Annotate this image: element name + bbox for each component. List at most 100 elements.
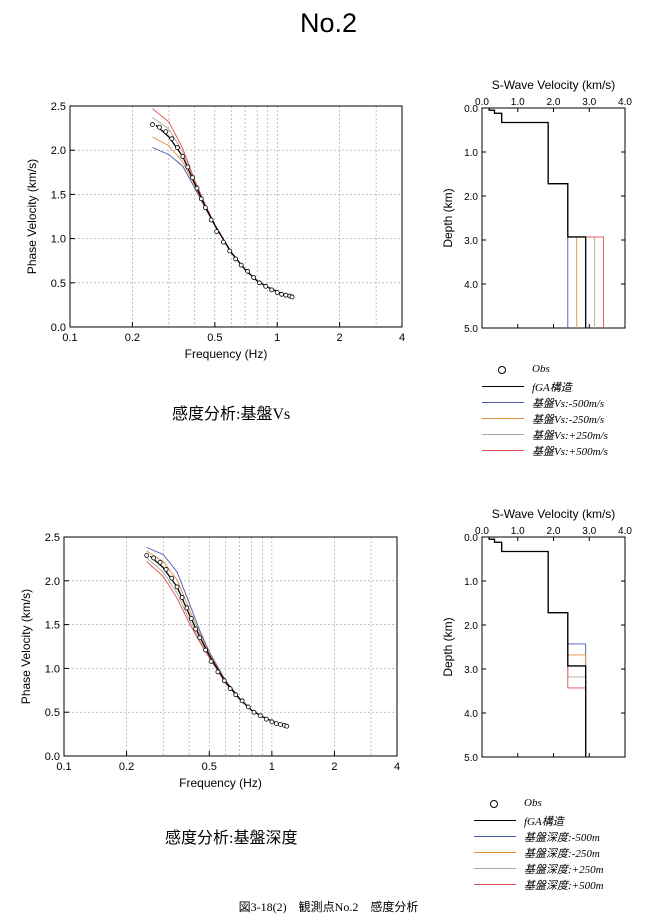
obs-point bbox=[202, 205, 208, 211]
x-tick-label: 0.5 bbox=[202, 761, 217, 773]
obs-point bbox=[190, 175, 195, 181]
obs-point bbox=[150, 122, 155, 127]
y-tick-label: 1.0 bbox=[51, 234, 66, 246]
obs-point bbox=[274, 290, 280, 295]
obs-point bbox=[193, 626, 199, 632]
obs-point bbox=[269, 287, 275, 293]
obs-point bbox=[169, 575, 175, 581]
chart-title: S-Wave Velocity (km/s) bbox=[492, 507, 616, 521]
y-tick-label: 4.0 bbox=[464, 280, 478, 291]
obs-point bbox=[188, 616, 194, 621]
plot-frame bbox=[481, 536, 626, 758]
page-title: No.2 bbox=[299, 8, 358, 38]
obs-point bbox=[157, 560, 163, 565]
obs-point bbox=[174, 584, 180, 590]
y-tick-label: 0.0 bbox=[45, 751, 60, 763]
chart-title: S-Wave Velocity (km/s) bbox=[492, 78, 616, 92]
obs-point bbox=[238, 262, 244, 268]
figure-caption: 図3-18(2) 観測点No.2 感度分析 bbox=[238, 900, 419, 914]
obs-point bbox=[289, 294, 295, 300]
y-tick-label: 0.0 bbox=[464, 104, 478, 115]
y-tick-label: 2.0 bbox=[464, 192, 478, 203]
obs-point bbox=[208, 658, 214, 664]
x-tick-label: 0.2 bbox=[119, 761, 134, 773]
x-tick-label: 4 bbox=[399, 332, 405, 344]
y-tick-label: 2.5 bbox=[45, 532, 60, 544]
y-tick-label: 2.5 bbox=[51, 101, 66, 113]
y-axis-label: Phase Velocity (km/s) bbox=[19, 589, 33, 704]
obs-point bbox=[203, 647, 209, 653]
obs-point bbox=[233, 256, 239, 262]
y-axis-label: Depth (km) bbox=[441, 188, 455, 247]
obs-marker-icon bbox=[490, 800, 498, 808]
obs-point bbox=[180, 153, 186, 159]
obs-point bbox=[233, 692, 239, 698]
profile-line bbox=[488, 537, 587, 757]
obs-point bbox=[179, 595, 185, 600]
profile-line bbox=[488, 537, 587, 757]
plot-frame bbox=[69, 105, 403, 328]
obs-point bbox=[151, 555, 157, 561]
y-tick-label: 5.0 bbox=[464, 324, 478, 335]
obs-point bbox=[245, 268, 251, 274]
obs-point bbox=[284, 723, 290, 729]
obs-point bbox=[208, 217, 214, 223]
profile-line bbox=[488, 537, 587, 757]
x-tick-label: 0.1 bbox=[62, 332, 77, 344]
x-tick-label: 4 bbox=[394, 761, 400, 773]
y-tick-label: 1.0 bbox=[45, 663, 60, 675]
obs-point bbox=[197, 635, 203, 641]
profile-line bbox=[488, 537, 587, 757]
obs-point bbox=[194, 185, 200, 191]
obs-point bbox=[144, 552, 150, 558]
x-tick-label: 1.0 bbox=[511, 526, 525, 537]
panel-2-subtitle: 感度分析:基盤深度 bbox=[165, 830, 298, 847]
obs-point bbox=[163, 129, 169, 135]
y-tick-label: 2.0 bbox=[51, 145, 66, 157]
obs-point bbox=[245, 704, 251, 710]
x-tick-label: 2.0 bbox=[547, 526, 561, 537]
y-tick-label: 1.0 bbox=[464, 148, 478, 159]
obs-point bbox=[256, 280, 262, 286]
obs-point bbox=[214, 229, 220, 234]
x-tick-label: 4.0 bbox=[618, 526, 632, 537]
obs-point bbox=[227, 248, 233, 254]
x-tick-label: 2.0 bbox=[547, 97, 561, 108]
obs-point bbox=[221, 239, 226, 245]
obs-point bbox=[263, 716, 269, 722]
x-tick-label: 3.0 bbox=[582, 526, 596, 537]
obs-marker-icon bbox=[498, 366, 506, 374]
x-axis-label: Frequency (Hz) bbox=[179, 776, 262, 790]
x-tick-label: 0.1 bbox=[56, 761, 71, 773]
obs-point bbox=[269, 719, 275, 725]
y-tick-label: 1.5 bbox=[51, 189, 66, 201]
obs-point bbox=[215, 669, 221, 675]
x-tick-label: 0.2 bbox=[125, 332, 140, 344]
x-tick-label: 1 bbox=[274, 332, 280, 344]
x-tick-label: 4.0 bbox=[618, 97, 632, 108]
x-tick-label: 2 bbox=[331, 761, 337, 773]
y-tick-label: 5.0 bbox=[464, 753, 478, 764]
plot-frame bbox=[63, 536, 398, 757]
obs-point bbox=[227, 686, 233, 691]
obs-point bbox=[169, 136, 175, 142]
obs-point bbox=[239, 698, 245, 704]
profile-line bbox=[488, 108, 587, 328]
y-tick-label: 3.0 bbox=[464, 236, 478, 247]
x-tick-label: 0.0 bbox=[475, 526, 489, 537]
x-tick-label: 1.0 bbox=[511, 97, 525, 108]
y-tick-label: 4.0 bbox=[464, 709, 478, 720]
x-tick-label: 2 bbox=[337, 332, 343, 344]
y-axis-label: Phase Velocity (km/s) bbox=[25, 159, 39, 274]
panel-1-subtitle: 感度分析:基盤Vs bbox=[172, 406, 291, 423]
y-tick-label: 0.5 bbox=[51, 278, 66, 290]
profile-line bbox=[488, 537, 587, 757]
obs-point bbox=[156, 124, 162, 130]
y-tick-label: 1.5 bbox=[45, 620, 60, 632]
x-axis-label: Frequency (Hz) bbox=[185, 347, 268, 361]
y-tick-label: 2.0 bbox=[464, 621, 478, 632]
y-tick-label: 0.0 bbox=[464, 533, 478, 544]
